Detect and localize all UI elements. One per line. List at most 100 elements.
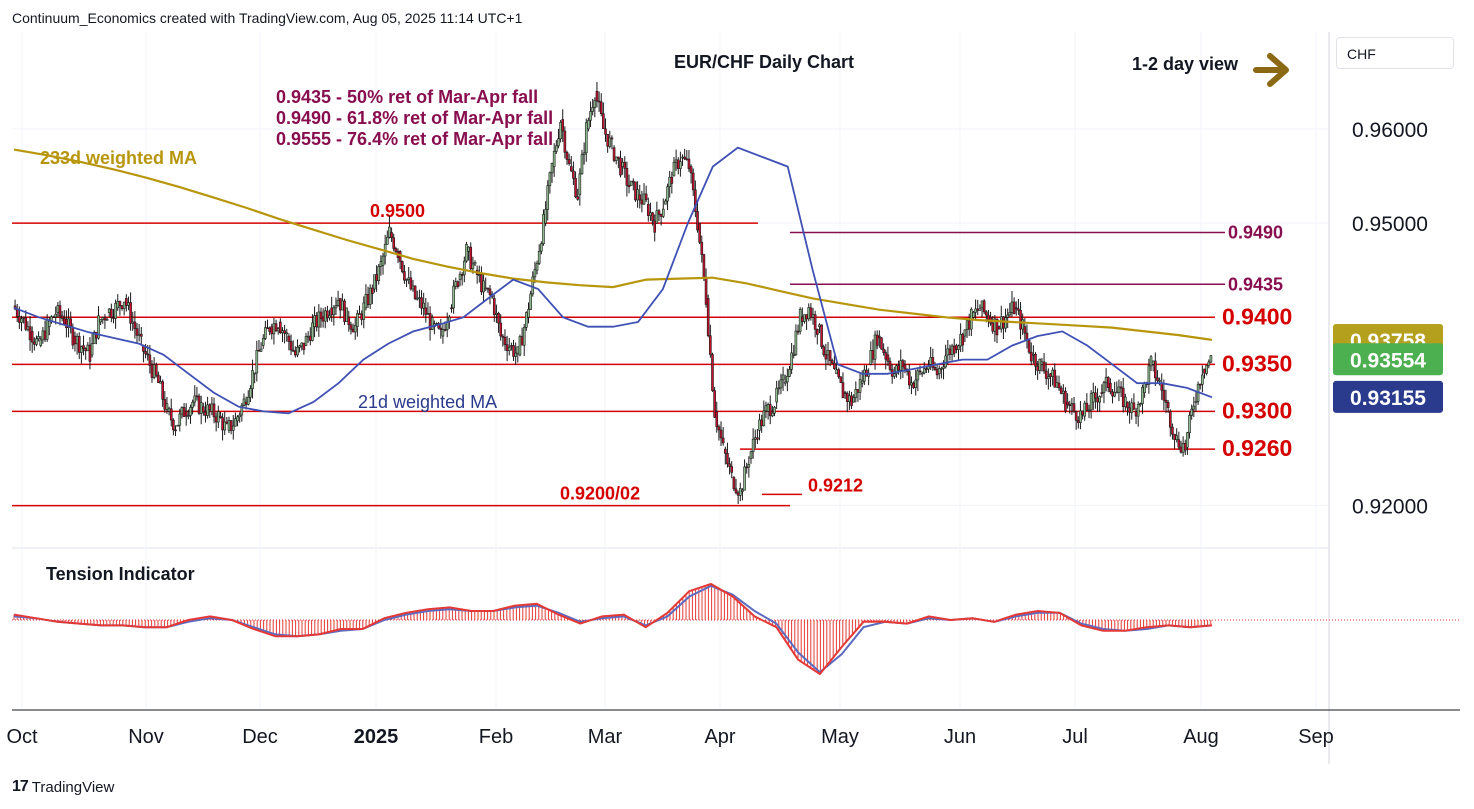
candle-body [781,374,785,381]
candle-body [608,137,612,147]
level-label: 0.9490 [1228,222,1283,242]
candle-body [848,395,851,402]
candle-body [270,326,274,335]
candle-body [683,156,686,160]
candle-body [610,137,614,140]
candle-body [460,274,464,276]
candle-body [1027,339,1031,353]
candle-body [664,200,667,205]
candle-body [925,368,928,370]
candle-body [578,173,582,196]
candle-body [1044,370,1048,379]
candle-body [520,336,524,346]
candle-body [681,156,684,159]
candle-body [1012,301,1016,314]
candle-body [922,368,926,374]
candle-body [965,320,969,331]
tradingview-brand[interactable]: 17 TradingView [12,778,114,796]
candle-body [321,316,325,322]
candle-body [1051,369,1054,377]
candle-body [18,316,21,323]
candle-body [657,210,661,215]
candle-body [666,186,669,202]
candle-body [1070,403,1074,406]
candle-body [869,350,873,365]
candle-body [60,315,64,319]
candle-body [963,329,967,337]
candle-body [443,329,447,331]
candle-body [805,314,808,320]
candle-body [617,156,620,159]
x-tick-label: Apr [704,726,735,748]
candle-body [721,437,725,444]
candle-body [773,406,776,414]
candle-body [980,300,984,309]
candle-body [591,107,594,112]
candle-body [916,370,920,381]
candle-body [886,354,890,362]
candle-body [373,274,376,290]
candle-body [1079,410,1082,423]
candle-body [103,317,107,321]
candle-body [193,395,197,403]
candle-body [1089,393,1093,411]
candle-body [204,411,207,416]
candle-body [768,404,772,417]
candle-body [818,324,821,327]
candle-body [341,300,344,311]
candle-body [392,237,396,249]
candle-body [219,415,222,418]
candle-body [1143,382,1146,393]
candle-body [691,172,695,191]
candle-body [249,388,252,398]
candle-body [165,403,169,410]
candle-body [364,294,368,309]
candle-body [1014,307,1018,310]
candle-body [236,416,239,422]
candle-body [182,407,186,417]
candle-body [698,222,701,243]
currency-selector[interactable]: CHF [1336,37,1454,69]
candle-body [1094,392,1097,399]
candle-body [1117,386,1121,393]
candle-body [982,300,986,313]
level-label: 0.9300 [1222,397,1292,423]
candle-body [599,101,603,114]
candle-body [762,410,766,426]
candle-body [749,451,753,459]
candle-body [1096,397,1099,403]
candle-body [122,301,126,309]
candle-body [268,327,271,332]
x-tick-label: Oct [6,726,38,748]
candle-body [730,466,734,473]
candle-body [828,350,832,361]
candle-body [602,113,605,130]
ma21-label: 21d weighted MA [358,392,497,412]
candle-body [242,398,246,406]
candle-body [452,285,455,309]
candle-body [854,389,858,398]
candle-body [272,323,276,335]
candle-body [1066,401,1069,406]
candle-body [661,208,665,217]
candle-body [1064,390,1067,412]
candle-body [1203,368,1206,374]
candle-body [463,260,466,276]
candle-body [1136,404,1140,417]
candle-body [174,429,177,432]
candle-body [360,313,363,320]
candle-body [606,134,609,147]
candle-body [632,180,635,183]
candle-body [1102,382,1106,394]
candle-body [390,232,393,239]
candle-body [724,448,727,454]
candle-body [619,157,622,176]
candle-body [473,261,477,265]
candle-body [422,302,425,309]
price-tag-label: 0.93155 [1350,387,1426,410]
candle-body [144,351,147,355]
candle-body [212,403,216,418]
candle-body [159,381,162,384]
candle-body [803,314,806,322]
